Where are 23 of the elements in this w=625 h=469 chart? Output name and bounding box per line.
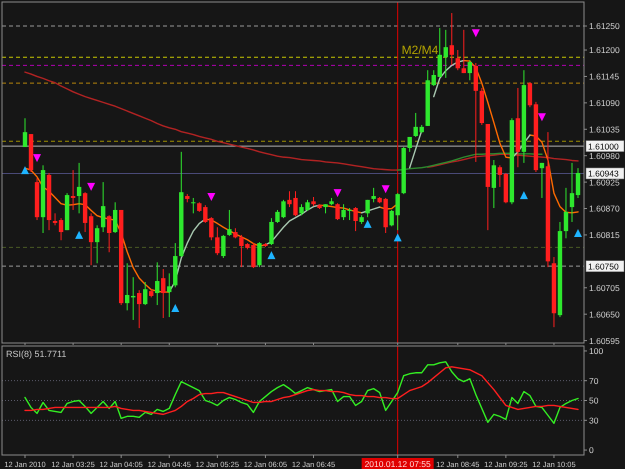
y-tick-label: 1.61250 [589,21,620,32]
y-tick-label: 1.61090 [589,98,620,108]
y-tick-label: 70 [589,376,599,386]
ref-line-label: 1.60750 [588,261,619,272]
y-tick-label: 1.60870 [589,204,620,214]
y-tick-label: 1.60595 [589,336,620,346]
y-tick-label: 1.60815 [589,230,620,240]
ref-line-label: 1.61000 [588,141,619,152]
y-tick-label: 1.60650 [589,309,620,320]
ref-line-label: 1.60943 [588,168,619,179]
chart-title: RSI(8) 51.7711 [6,349,66,359]
y-tick-label: 100 [589,346,604,356]
y-tick-label: 30 [589,416,599,426]
y-tick-label: 1.60925 [589,177,620,188]
x-tick-label: 2010.01.12 07:55 [364,459,432,469]
annotation: M2/M4 [402,43,439,58]
y-tick-label: 0 [589,445,594,456]
y-tick-label: 1.60705 [589,282,620,293]
y-tick-label: 1.61145 [589,72,620,82]
y-tick-label: 50 [589,396,599,406]
y-tick-label: 1.61200 [589,45,620,56]
y-tick-label: 1.60980 [589,150,620,161]
y-tick-label: 1.61035 [589,124,620,134]
